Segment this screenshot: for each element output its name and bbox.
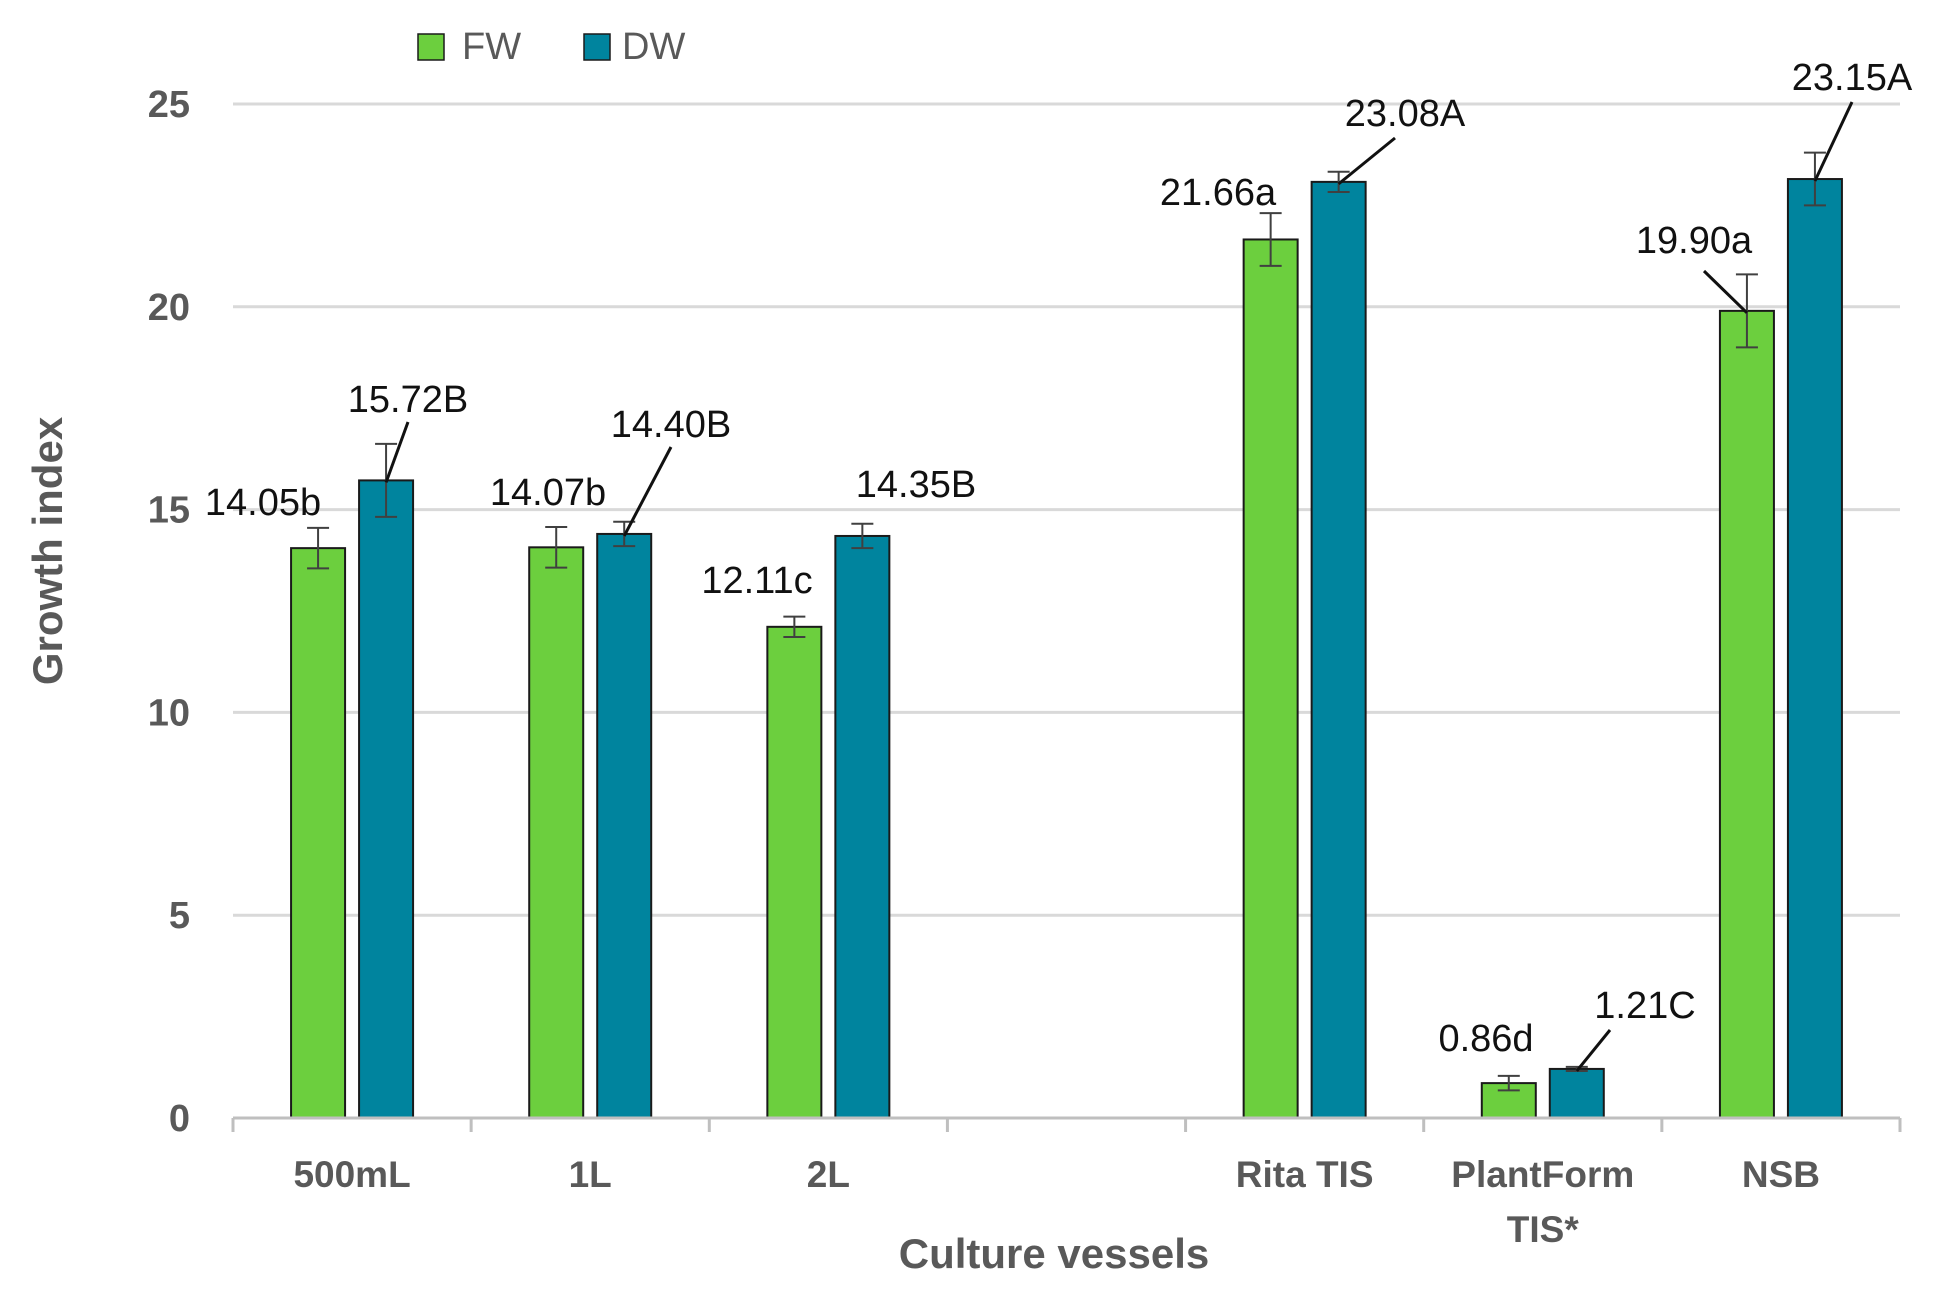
bars — [290, 178, 1843, 1120]
x-tick-label-plantform-tis--line-0: PlantForm — [1451, 1154, 1634, 1195]
data-label-dw-1: 14.40B — [611, 404, 731, 446]
legend-label-fw: FW — [462, 26, 521, 68]
leader-line-dw-5 — [1575, 1029, 1612, 1072]
data-label-fw-5: 0.86d — [1438, 1018, 1533, 1060]
bar-fw-2l — [766, 625, 823, 1120]
x-tick-label-1l: 1L — [569, 1154, 612, 1195]
data-label-fw-2: 12.11c — [701, 560, 812, 602]
legend: FW DW — [417, 26, 685, 68]
leader-line-dw-6 — [1813, 101, 1854, 182]
bar-fw-nsb — [1718, 309, 1775, 1119]
leader-line-dw-1 — [622, 446, 673, 537]
x-tick-label-rita-tis: Rita TIS — [1236, 1154, 1374, 1195]
leader-line-dw-0 — [384, 421, 410, 483]
bar-dw-nsb — [1786, 178, 1843, 1119]
bar-dw-1l — [596, 532, 653, 1119]
leader-line-dw-4 — [1337, 136, 1396, 186]
data-label-dw-5: 1.21C — [1594, 985, 1695, 1027]
y-tick-label-20: 20 — [148, 287, 190, 329]
data-label-fw-4: 21.66a — [1160, 172, 1277, 214]
x-axis-title: Culture vessels — [899, 1230, 1210, 1277]
legend-label-dw: DW — [622, 26, 685, 68]
x-tick-label-plantform-tis--line-1: TIS* — [1507, 1209, 1580, 1250]
y-tick-label-5: 5 — [169, 895, 190, 937]
y-axis-title: Growth index — [24, 416, 71, 685]
y-tick-label-10: 10 — [148, 692, 190, 734]
error-bars — [307, 151, 1826, 1092]
legend-swatch-dw — [583, 33, 611, 61]
x-tick-label-500ml: 500mL — [293, 1154, 410, 1195]
data-label-fw-6: 19.90a — [1636, 220, 1753, 262]
leader-line-fw-6 — [1702, 269, 1748, 314]
x-axis: 500mL 1L 2L Rita TIS PlantForm TIS* NSB — [231, 1116, 1902, 1250]
bar-dw-500ml — [358, 479, 415, 1119]
data-label-dw-6: 23.15A — [1792, 57, 1913, 99]
bar-fw-500ml — [290, 547, 347, 1119]
data-label-fw-1: 14.07b — [490, 472, 606, 514]
x-tick-label-nsb: NSB — [1742, 1154, 1820, 1195]
y-tick-label-15: 15 — [148, 490, 190, 532]
label-leader-lines — [384, 101, 1854, 1072]
legend-swatch-fw — [417, 33, 445, 61]
data-label-dw-4: 23.08A — [1345, 93, 1466, 135]
x-tick-label-2l: 2L — [807, 1154, 850, 1195]
data-labels: 14.05b 14.07b 12.11c 21.66a 0.86d 19.90a 15.72… — [205, 57, 1913, 1060]
bar-dw-2l — [834, 534, 891, 1119]
y-tick-label-25: 25 — [148, 84, 190, 126]
data-label-dw-2: 14.35B — [856, 464, 976, 506]
bar-dw-rita-tis — [1310, 180, 1367, 1120]
bar-fw-rita-tis — [1242, 238, 1299, 1119]
bar-fw-1l — [528, 546, 585, 1119]
y-tick-label-0: 0 — [169, 1098, 190, 1140]
bar-dw-plantform-tis- — [1548, 1067, 1605, 1119]
y-axis-ticks: 0 5 10 15 20 25 — [148, 84, 190, 1140]
data-label-fw-0: 14.05b — [205, 482, 321, 524]
data-label-dw-0: 15.72B — [348, 379, 468, 421]
gridlines — [233, 102, 1900, 917]
